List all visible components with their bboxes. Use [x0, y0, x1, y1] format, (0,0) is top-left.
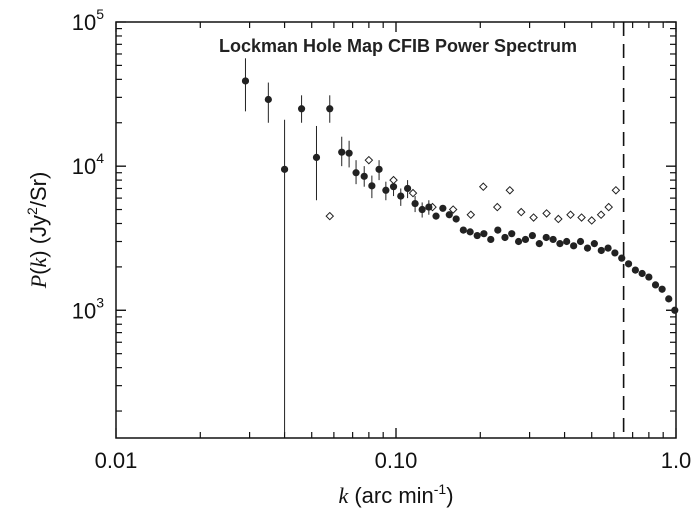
data-point-filled: [528, 231, 536, 240]
data-point-filled: [375, 165, 383, 173]
data-point-filled: [487, 235, 495, 244]
data-point-filled: [665, 295, 673, 303]
data-point-filled: [556, 240, 564, 248]
data-point-open-diamond: [529, 213, 538, 222]
data-point-open-diamond: [364, 155, 374, 165]
data-point-filled: [345, 149, 353, 157]
data-point-filled: [338, 148, 346, 156]
x-tick-label: 0.10: [375, 448, 418, 473]
x-tick-labels: 0.01 0.10 1.0: [95, 448, 692, 473]
data-point-filled: [576, 237, 585, 246]
data-point-filled: [382, 186, 390, 194]
data-point-filled: [389, 183, 398, 191]
data-point-filled: [604, 244, 612, 252]
data-point-open-diamond: [577, 213, 586, 222]
x-tick-label: 0.01: [95, 448, 138, 473]
data-point-open-diamond: [554, 214, 563, 224]
data-point-filled: [671, 306, 679, 314]
data-point-filled: [508, 230, 516, 238]
data-point-filled: [466, 228, 474, 236]
data-point-open-diamond: [596, 210, 606, 220]
data-point-filled: [312, 153, 321, 161]
data-point-filled: [480, 230, 488, 238]
open-diamond-series: [325, 155, 621, 225]
data-point-open-diamond: [505, 185, 515, 195]
y-tick-labels: 103 104 105: [72, 6, 104, 323]
data-point-filled: [397, 192, 405, 200]
data-point-filled: [445, 211, 453, 219]
data-point-open-diamond: [408, 188, 418, 198]
data-point-filled: [352, 169, 360, 177]
data-point-filled: [439, 204, 447, 212]
chart-title: Lockman Hole Map CFIB Power Spectrum: [219, 36, 577, 56]
y-tick-label: 105: [72, 6, 104, 35]
data-point-filled: [418, 205, 426, 214]
data-point-filled: [611, 249, 619, 257]
data-point-open-diamond: [566, 210, 575, 220]
y-axis-label: P(k) (Jy2/Sr): [24, 172, 51, 290]
error-bars: [244, 58, 430, 434]
plot-frame: [115, 21, 677, 439]
data-point-filled: [535, 240, 543, 248]
x-tick-label: 1.0: [661, 448, 692, 473]
data-point-filled: [473, 231, 481, 240]
data-point-filled: [241, 77, 250, 85]
data-point-filled: [658, 285, 666, 293]
data-point-open-diamond: [611, 185, 621, 195]
data-point-filled: [631, 266, 639, 274]
data-point-filled: [459, 226, 467, 234]
data-point-filled: [411, 199, 419, 208]
data-point-filled: [549, 235, 557, 244]
data-point-filled: [590, 240, 598, 248]
data-point-filled: [264, 95, 272, 104]
data-point-filled: [368, 182, 376, 190]
y-tick-label: 104: [72, 150, 104, 179]
data-point-filled: [638, 269, 646, 278]
data-point-open-diamond: [325, 211, 335, 221]
data-point-filled: [452, 215, 460, 223]
data-point-open-diamond: [516, 207, 526, 217]
data-point-filled: [432, 212, 440, 220]
data-point-open-diamond: [389, 175, 398, 185]
data-point-filled: [521, 235, 530, 244]
minor-ticks: [115, 21, 677, 438]
data-point-filled: [618, 254, 626, 262]
data-point-open-diamond: [587, 216, 597, 225]
data-point-filled: [514, 237, 523, 246]
data-point-filled: [326, 105, 334, 113]
data-point-open-diamond: [542, 209, 551, 218]
data-point-filled: [297, 105, 306, 113]
data-point-filled: [403, 184, 412, 193]
data-point-filled: [651, 281, 660, 289]
data-point-filled: [542, 233, 550, 242]
data-point-open-diamond: [448, 205, 458, 214]
data-point-filled: [597, 246, 605, 255]
data-point-filled: [645, 273, 653, 281]
data-point-open-diamond: [466, 210, 476, 220]
data-point-filled: [280, 165, 289, 173]
x-axis-label: k (arc min-1): [338, 481, 453, 508]
data-point-filled: [624, 260, 633, 268]
data-point-filled: [501, 233, 509, 242]
data-point-filled: [570, 242, 578, 250]
data-point-open-diamond: [478, 182, 488, 192]
data-point-open-diamond: [604, 202, 614, 212]
data-point-open-diamond: [492, 202, 502, 212]
filled-circle-series: [241, 77, 679, 314]
data-point-filled: [583, 244, 592, 252]
data-point-filled: [360, 172, 368, 180]
y-tick-label: 103: [72, 294, 104, 323]
data-point-filled: [425, 203, 433, 211]
data-point-filled: [563, 237, 571, 246]
data-point-filled: [494, 226, 502, 234]
